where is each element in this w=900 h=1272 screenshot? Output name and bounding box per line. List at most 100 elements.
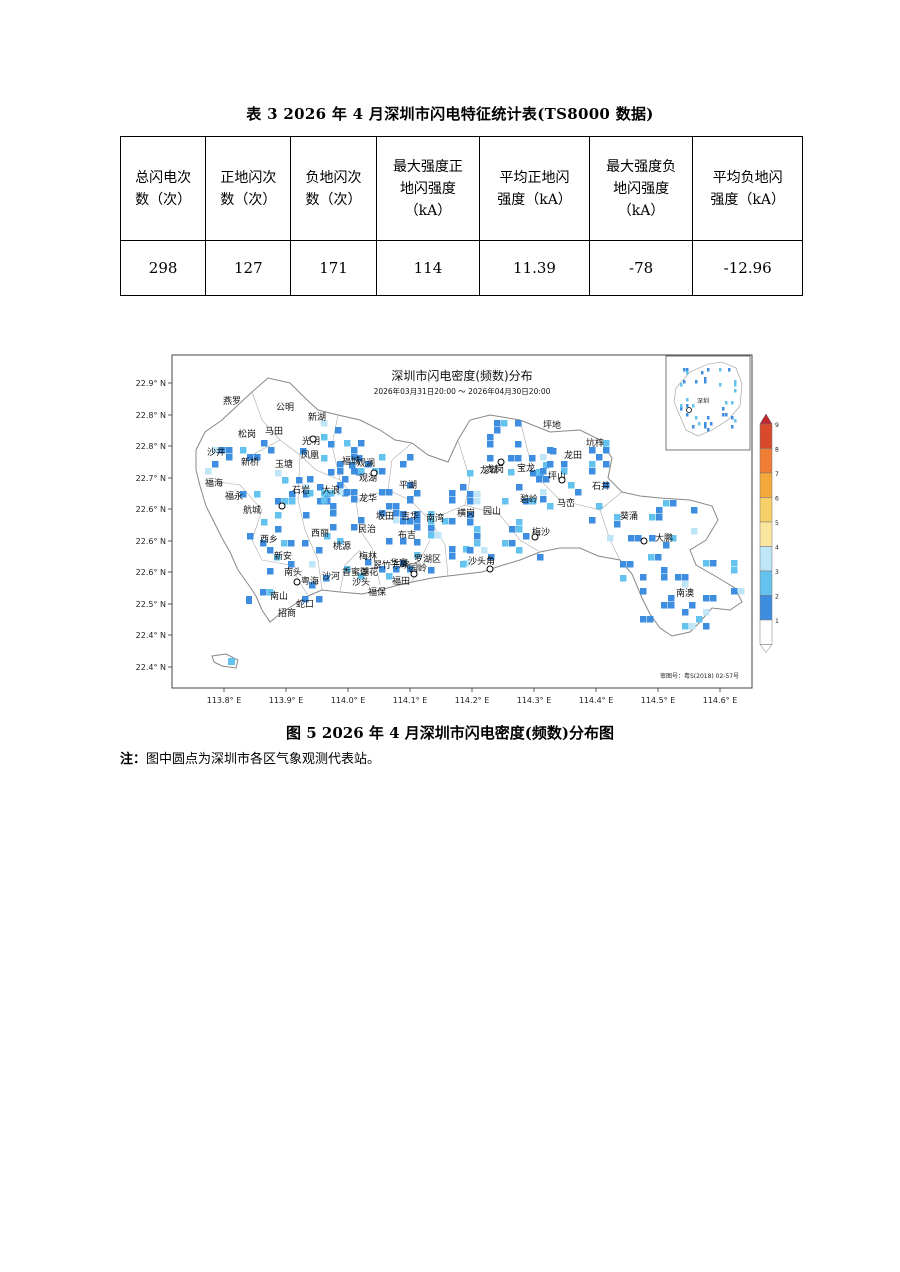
density-cell <box>540 454 547 461</box>
inset-density-cell <box>680 404 683 408</box>
density-cell <box>414 552 421 559</box>
place-name: 民治 <box>358 523 376 535</box>
density-cell <box>267 568 274 575</box>
density-cell <box>219 447 226 454</box>
density-cell <box>274 554 281 561</box>
density-cell <box>316 547 323 554</box>
density-cell <box>682 609 689 616</box>
density-cell <box>289 491 296 498</box>
place-name: 蛇口 <box>296 598 314 610</box>
density-cell <box>289 498 296 505</box>
density-cell <box>516 484 523 491</box>
density-cell <box>247 454 254 461</box>
density-cell <box>400 461 407 468</box>
station-marker <box>497 458 505 466</box>
density-cell <box>323 575 330 582</box>
legend-swatch <box>759 423 773 449</box>
density-cell <box>547 461 554 468</box>
density-cell <box>589 517 596 524</box>
density-cell <box>474 540 481 547</box>
density-cell <box>414 517 421 524</box>
place-name: 观湖 <box>359 473 377 484</box>
longitude-tick-label: 114.0° E <box>331 696 366 705</box>
density-cell <box>589 468 596 475</box>
place-name: 龙华 <box>359 492 377 504</box>
inset-density-cell <box>701 371 704 375</box>
density-cell <box>515 441 522 448</box>
header-cell: 正地闪次 数（次） <box>205 136 292 241</box>
density-cell <box>386 503 393 510</box>
header-cell: 最大强度负 地闪强度 （kA） <box>588 136 694 241</box>
density-cell <box>487 441 494 448</box>
density-cell <box>635 535 642 542</box>
place-name: 新湖 <box>308 411 326 423</box>
density-cell <box>670 535 677 542</box>
map-subtitle: 2026年03月31日20:00 ～ 2026年04月30日20:00 <box>374 386 551 396</box>
density-cell <box>428 532 435 539</box>
place-name: 坑梓 <box>586 437 604 449</box>
density-cell <box>328 490 335 497</box>
density-cell <box>536 469 543 476</box>
density-cell <box>661 567 668 574</box>
density-cell <box>247 533 254 540</box>
density-cell <box>321 497 328 504</box>
density-cell <box>661 574 668 581</box>
density-cell <box>324 533 331 540</box>
density-cell <box>547 503 554 510</box>
density-cell <box>260 540 267 547</box>
density-cell <box>449 497 456 504</box>
inset-density-cell <box>710 422 713 426</box>
density-cell <box>303 512 310 519</box>
density-cell <box>474 526 481 533</box>
density-cell <box>268 447 275 454</box>
place-name: 马峦 <box>557 497 575 509</box>
density-cell <box>414 490 421 497</box>
density-cell <box>467 547 474 554</box>
density-cell <box>640 574 647 581</box>
place-name: 福海 <box>205 477 223 489</box>
density-cell <box>731 588 738 595</box>
value-cell: 11.39 <box>479 240 590 296</box>
value-cell: 171 <box>290 240 377 296</box>
station-marker <box>410 570 418 578</box>
legend-max-arrow <box>759 413 773 425</box>
place-name: 沙井 <box>207 446 225 458</box>
latitude-tick-label: 22.4° N <box>136 631 166 640</box>
density-cell <box>309 582 316 589</box>
inset-density-cell <box>680 407 683 411</box>
density-cell <box>321 490 328 497</box>
density-cell <box>508 455 515 462</box>
density-cell <box>321 434 328 441</box>
place-name: 罗湖区 <box>414 554 441 565</box>
inset-density-cell <box>698 422 701 426</box>
legend-label: 5 <box>775 520 779 527</box>
latitude-tick-label: 22.4° N <box>136 663 166 672</box>
density-cell <box>668 602 675 609</box>
density-cell <box>515 420 522 427</box>
density-cell <box>620 575 627 582</box>
density-cell <box>449 518 456 525</box>
density-cell <box>307 476 314 483</box>
density-cell <box>351 489 358 496</box>
density-cell <box>603 447 610 454</box>
header-cell: 最大强度正 地闪强度 （kA） <box>375 136 481 241</box>
density-cell <box>691 507 698 514</box>
place-name: 大鹏 <box>655 532 673 544</box>
inset-density-cell <box>704 425 707 429</box>
density-cell <box>691 528 698 535</box>
density-cell <box>656 507 663 514</box>
density-cell <box>575 489 582 496</box>
density-cell <box>568 482 575 489</box>
density-cell <box>442 518 449 525</box>
density-cell <box>628 535 635 542</box>
density-cell <box>330 524 337 531</box>
density-cell <box>344 489 351 496</box>
density-cell <box>516 547 523 554</box>
place-name: 平湖 <box>399 480 417 491</box>
density-cell <box>414 539 421 546</box>
density-cell <box>400 518 407 525</box>
density-cell <box>449 553 456 560</box>
density-cell <box>501 420 508 427</box>
place-name: 东晓 <box>392 559 410 571</box>
value-cell: -12.96 <box>692 240 803 296</box>
